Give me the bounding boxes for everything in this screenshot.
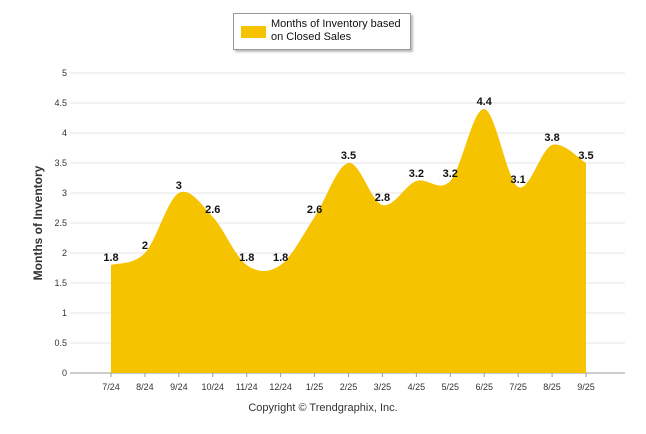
y-tick-label: 5: [62, 68, 67, 78]
data-label: 3.8: [544, 132, 559, 144]
data-label: 1.8: [239, 252, 254, 264]
y-axis-label: Months of Inventory: [31, 165, 45, 280]
data-labels: 1.8 2 3 2.6 1.8 1.8 2.6 3.5 2.8 3.2 3.2 4.4 3.1 3.8 3.…: [103, 96, 593, 264]
x-tick-label: 8/24: [136, 382, 154, 392]
y-tick-label: 3: [62, 188, 67, 198]
copyright-text: Copyright © Trendgraphix, Inc.: [248, 402, 398, 414]
x-tick-label: 12/24: [269, 382, 292, 392]
data-label: 1.8: [273, 252, 288, 264]
y-tick-label: 4.5: [54, 98, 67, 108]
y-tick-label: 1.5: [54, 278, 67, 288]
y-tick-label: 2: [62, 248, 67, 258]
x-tick-label: 7/24: [102, 382, 120, 392]
series-area: [111, 108, 586, 373]
y-tick-label: 2.5: [54, 218, 67, 228]
legend-swatch: [241, 26, 266, 38]
data-label: 3.5: [578, 150, 593, 162]
y-tick-label: 1: [62, 308, 67, 318]
data-label: 1.8: [103, 252, 118, 264]
x-tick-label: 4/25: [408, 382, 426, 392]
y-tick-label: 4: [62, 128, 67, 138]
legend: Months of Inventory based on Closed Sale…: [233, 13, 411, 50]
x-tick-label: 1/25: [306, 382, 324, 392]
data-label: 2.6: [205, 204, 220, 216]
x-tick-label: 3/25: [374, 382, 392, 392]
data-label: 3.5: [341, 150, 356, 162]
x-tick-label: 7/25: [509, 382, 527, 392]
data-label: 4.4: [477, 96, 493, 108]
x-tick-label: 8/25: [543, 382, 561, 392]
data-label: 3.2: [409, 168, 424, 180]
x-tick-label: 9/25: [577, 382, 595, 392]
data-label: 2: [142, 240, 148, 252]
legend-label: Months of Inventory based on Closed Sale…: [271, 18, 401, 43]
data-label: 3: [176, 180, 182, 192]
y-tick-label: 0: [62, 368, 67, 378]
x-tick-label: 5/25: [442, 382, 460, 392]
data-label: 3.1: [510, 174, 525, 186]
x-tick-label: 2/25: [340, 382, 358, 392]
x-tick-label: 6/25: [475, 382, 493, 392]
x-tick-label: 11/24: [236, 382, 258, 392]
x-tick-label: 10/24: [202, 382, 225, 392]
data-label: 3.2: [443, 168, 458, 180]
y-axis-ticks: 0 0.5 1 1.5 2 2.5 3 3.5 4 4.5 5: [54, 68, 67, 378]
x-tick-label: 9/24: [170, 382, 188, 392]
data-label: 2.6: [307, 204, 322, 216]
data-label: 2.8: [375, 192, 390, 204]
y-tick-label: 3.5: [54, 158, 67, 168]
x-axis-ticks: 7/24 8/24 9/24 10/24 11/24 12/24 1/25 2/25 3/25 4…: [102, 373, 595, 392]
y-tick-label: 0.5: [54, 338, 67, 348]
